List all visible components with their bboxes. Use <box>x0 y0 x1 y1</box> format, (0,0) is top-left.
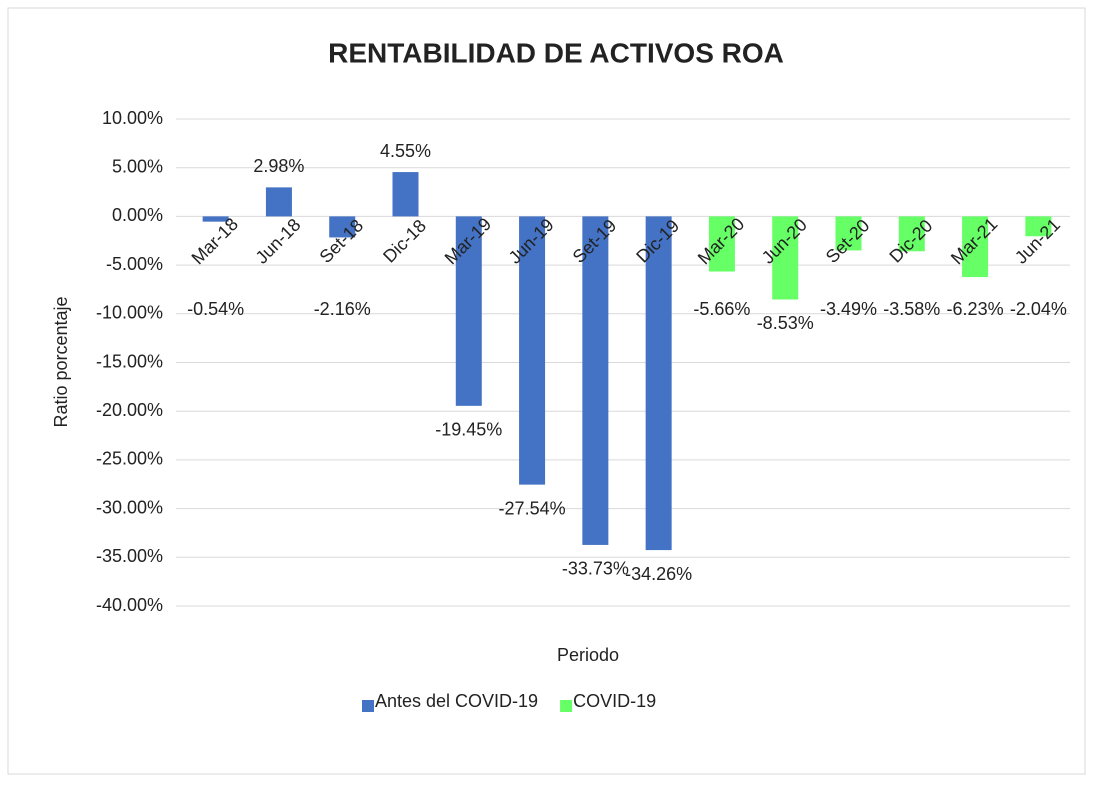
y-tick-label: -25.00% <box>96 449 163 469</box>
data-label: -3.58% <box>883 299 940 319</box>
data-label: -8.53% <box>757 313 814 333</box>
data-label: -19.45% <box>435 420 502 440</box>
y-tick-label: -40.00% <box>96 595 163 615</box>
data-label: -2.04% <box>1010 299 1067 319</box>
data-label: -3.49% <box>820 299 877 319</box>
bar <box>265 187 292 217</box>
y-tick-label: 10.00% <box>102 108 163 128</box>
y-tick-label: -5.00% <box>106 254 163 274</box>
data-label: -0.54% <box>187 299 244 319</box>
y-tick-label: -35.00% <box>96 546 163 566</box>
y-axis-title: Ratio porcentaje <box>51 296 71 427</box>
chart-border <box>7 7 1086 775</box>
bar <box>772 216 799 300</box>
chart-title: RENTABILIDAD DE ACTIVOS ROA <box>328 37 784 68</box>
data-label: -2.16% <box>314 299 371 319</box>
data-label: -34.26% <box>625 564 692 584</box>
legend-swatch <box>362 700 374 712</box>
data-label: 4.55% <box>380 141 431 161</box>
legend-swatch <box>560 700 573 712</box>
bar <box>835 216 862 251</box>
bar <box>202 216 229 222</box>
legend-label: Antes del COVID-19 <box>375 691 538 711</box>
bar <box>329 216 356 238</box>
data-label: -6.23% <box>947 299 1004 319</box>
y-tick-label: -20.00% <box>96 400 163 420</box>
bar <box>582 216 609 545</box>
bar <box>708 216 735 272</box>
data-label: -33.73% <box>562 559 629 579</box>
bar <box>392 172 419 217</box>
data-label: -5.66% <box>693 299 750 319</box>
bar <box>898 216 925 252</box>
y-tick-label: -15.00% <box>96 351 163 371</box>
bar <box>455 216 482 406</box>
y-tick-label: 5.00% <box>112 156 163 176</box>
x-axis-title: Periodo <box>557 645 619 665</box>
bar <box>962 216 989 278</box>
bar <box>1025 216 1052 237</box>
data-label: 2.98% <box>253 156 304 176</box>
y-tick-label: -30.00% <box>96 497 163 517</box>
y-tick-label: -10.00% <box>96 303 163 323</box>
bar <box>519 216 546 485</box>
data-label: -27.54% <box>499 498 566 518</box>
bar <box>645 216 672 551</box>
legend-label: COVID-19 <box>573 691 656 711</box>
y-tick-label: 0.00% <box>112 205 163 225</box>
